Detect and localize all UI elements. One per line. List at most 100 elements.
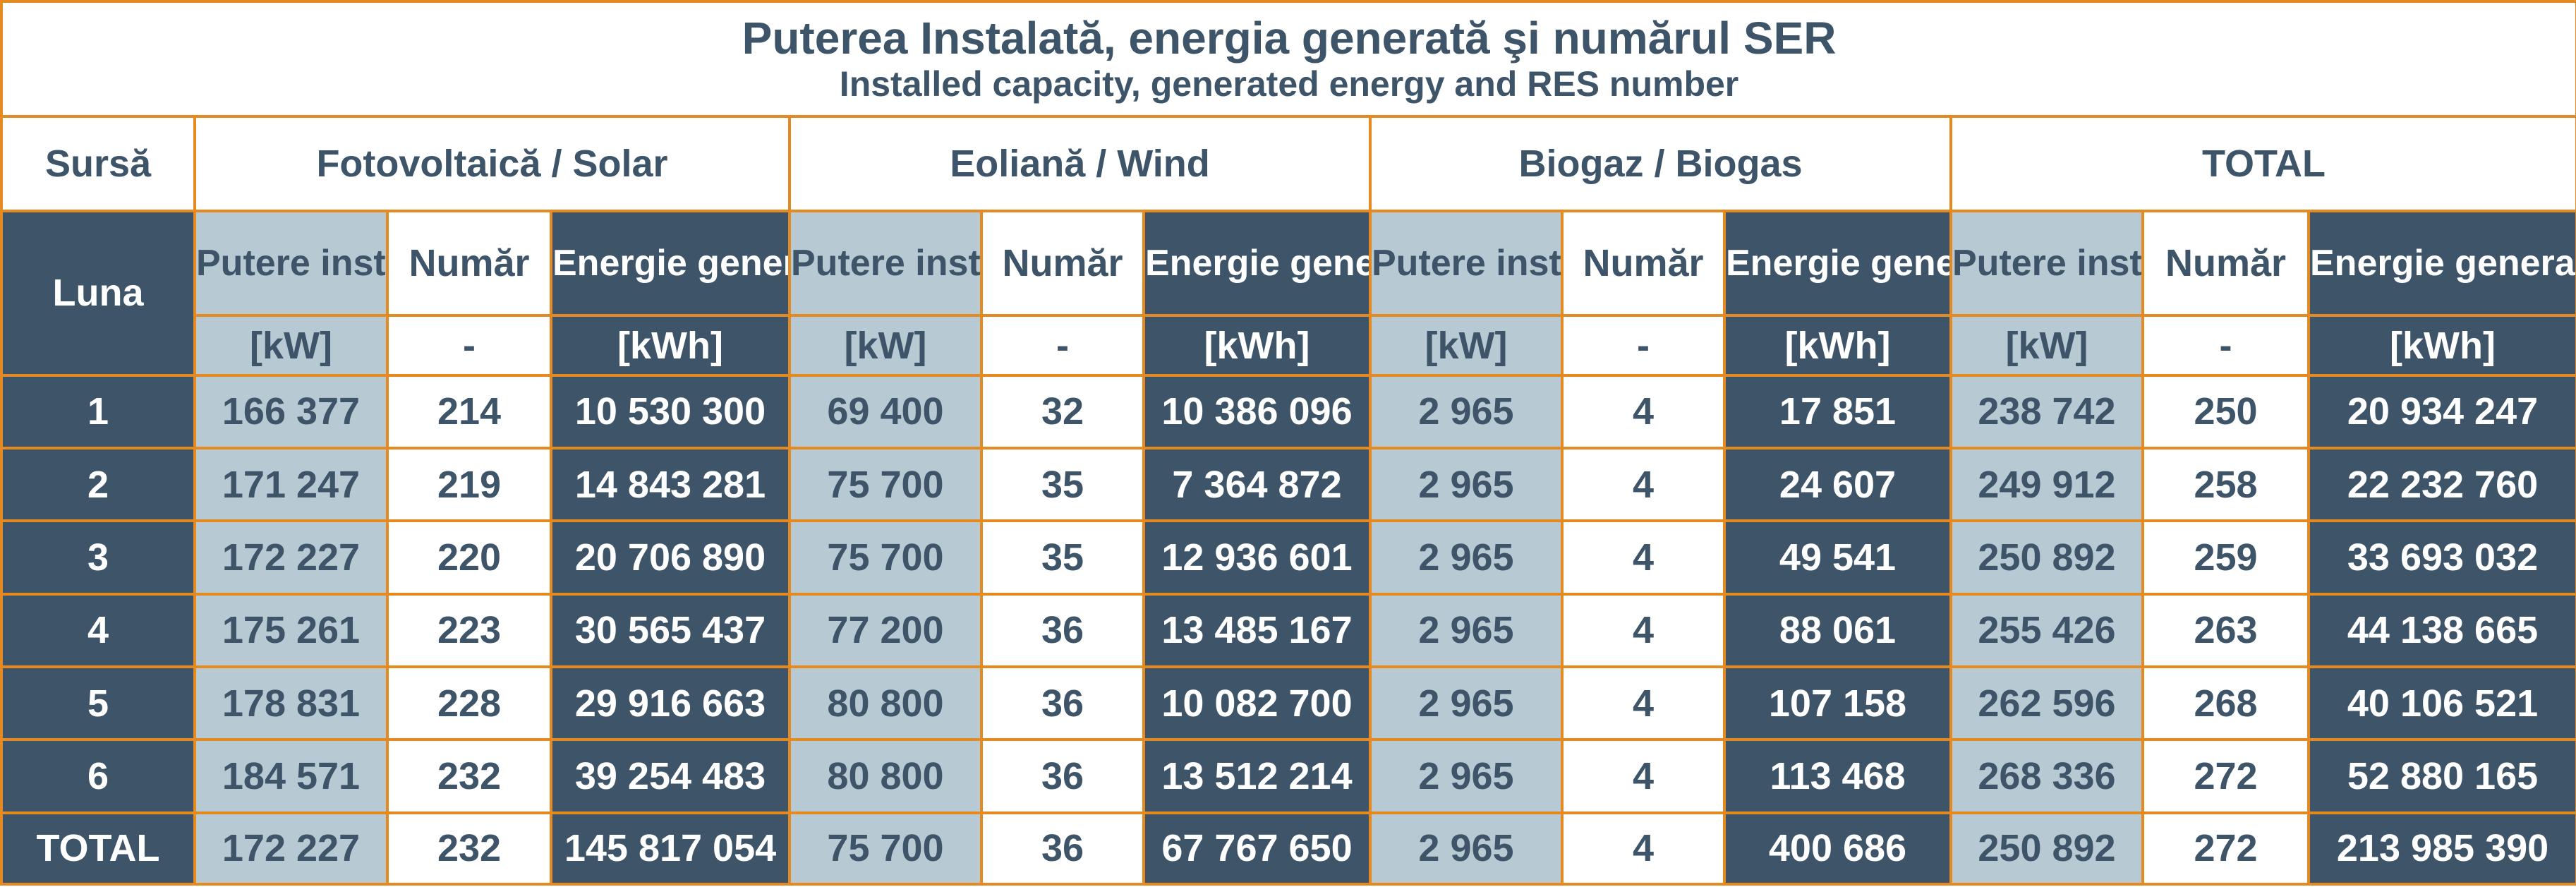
col-header-power: Putere instalată	[788, 209, 983, 318]
col-header-energy: Energie generată	[550, 209, 791, 318]
wind-energy-cell: 7 364 872	[1142, 446, 1372, 523]
total-number-cell: 272	[2141, 811, 2310, 886]
total-power-cell: 262 596	[1949, 665, 2144, 742]
total-energy-cell: 33 693 032	[2306, 519, 2576, 596]
wind-power-cell: 75 700	[788, 446, 983, 523]
total-number-cell: 258	[2141, 446, 2310, 523]
biogas-number-cell: 4	[1561, 519, 1726, 596]
unit-energy: [kWh]	[1723, 314, 1952, 377]
biogas-power-cell: 2 965	[1369, 665, 1564, 742]
wind-energy-cell: 67 767 650	[1142, 811, 1372, 886]
total-number-cell: 268	[2141, 665, 2310, 742]
solar-energy-cell: 14 843 281	[550, 446, 791, 523]
biogas-energy-cell: 49 541	[1723, 519, 1952, 596]
col-header-energy: Energie generată	[1142, 209, 1372, 318]
col-header-energy: Energie generată	[2306, 209, 2576, 318]
biogas-power-cell: 2 965	[1369, 592, 1564, 668]
month-cell: 5	[0, 665, 196, 742]
month-cell: 6	[0, 738, 196, 814]
group-header-total: TOTAL	[1949, 114, 2576, 212]
unit-number: -	[386, 314, 552, 377]
column-header-row: Luna Putere instalată Număr Energie gene…	[0, 209, 2576, 377]
total-energy-cell: 22 232 760	[2306, 446, 2576, 523]
total-power-cell: 238 742	[1949, 373, 2144, 450]
table-row: 1 166 377 214 10 530 300 69 400 32 10 386 096 2…	[0, 373, 2576, 450]
solar-power-cell: 172 227	[193, 811, 389, 886]
wind-power-cell: 75 700	[788, 519, 983, 596]
solar-number-cell: 232	[386, 738, 552, 814]
total-energy-cell: 213 985 390	[2306, 811, 2576, 886]
wind-energy-cell: 13 512 214	[1142, 738, 1372, 814]
wind-power-cell: 80 800	[788, 738, 983, 814]
table-row: 3 172 227 220 20 706 890 75 700 35 12 936 601 2…	[0, 519, 2576, 596]
total-power-cell: 250 892	[1949, 519, 2144, 596]
biogas-number-cell: 4	[1561, 738, 1726, 814]
wind-energy-cell: 13 485 167	[1142, 592, 1372, 668]
month-cell: 1	[0, 373, 196, 450]
title-romanian: Puterea Instalată, energia generată şi n…	[742, 12, 1837, 64]
solar-energy-cell: 20 706 890	[550, 519, 791, 596]
wind-power-cell: 77 200	[788, 592, 983, 668]
biogas-power-cell: 2 965	[1369, 373, 1564, 450]
wind-number-cell: 36	[980, 665, 1145, 742]
table-row: 5 178 831 228 29 916 663 80 800 36 10 082 700 2…	[0, 665, 2576, 742]
biogas-number-cell: 4	[1561, 665, 1726, 742]
solar-number-cell: 220	[386, 519, 552, 596]
table-row: 2 171 247 219 14 843 281 75 700 35 7 364 872 2 …	[0, 446, 2576, 523]
biogas-power-cell: 2 965	[1369, 811, 1564, 886]
title-row: Puterea Instalată, energia generată şi n…	[0, 0, 2576, 118]
total-number-cell: 259	[2141, 519, 2310, 596]
unit-energy: [kWh]	[2306, 314, 2576, 377]
col-header-power: Putere instalată	[193, 209, 389, 318]
solar-power-cell: 171 247	[193, 446, 389, 523]
col-header-number: Număr	[980, 209, 1145, 318]
wind-power-cell: 75 700	[788, 811, 983, 886]
month-cell: 4	[0, 592, 196, 668]
col-header-power: Putere instalată	[1949, 209, 2144, 318]
unit-number: -	[2141, 314, 2310, 377]
biogas-number-cell: 4	[1561, 373, 1726, 450]
biogas-energy-cell: 24 607	[1723, 446, 1952, 523]
wind-power-cell: 69 400	[788, 373, 983, 450]
unit-power: [kW]	[1949, 314, 2144, 377]
total-power-cell: 255 426	[1949, 592, 2144, 668]
month-cell: 2	[0, 446, 196, 523]
total-power-cell: 250 892	[1949, 811, 2144, 886]
month-header: Luna	[0, 209, 196, 377]
unit-number: -	[1561, 314, 1726, 377]
solar-energy-cell: 39 254 483	[550, 738, 791, 814]
solar-number-cell: 228	[386, 665, 552, 742]
table-row: 6 184 571 232 39 254 483 80 800 36 13 512 214 2…	[0, 738, 2576, 814]
solar-number-cell: 223	[386, 592, 552, 668]
wind-number-cell: 35	[980, 446, 1145, 523]
solar-energy-cell: 30 565 437	[550, 592, 791, 668]
total-number-cell: 263	[2141, 592, 2310, 668]
col-header-number: Număr	[2141, 209, 2310, 318]
biogas-number-cell: 4	[1561, 811, 1726, 886]
col-header-number: Număr	[386, 209, 552, 318]
total-number-cell: 250	[2141, 373, 2310, 450]
wind-number-cell: 36	[980, 592, 1145, 668]
unit-row: [kW] - [kWh] [kW] - [kWh] [kW] - [kWh] […	[1, 314, 2576, 377]
solar-energy-cell: 29 916 663	[550, 665, 791, 742]
biogas-power-cell: 2 965	[1369, 446, 1564, 523]
total-row: TOTAL 172 227 232 145 817 054 75 700 36 67 767…	[0, 811, 2576, 886]
solar-energy-cell: 145 817 054	[550, 811, 791, 886]
total-energy-cell: 20 934 247	[2306, 373, 2576, 450]
month-cell: TOTAL	[0, 811, 196, 886]
wind-number-cell: 36	[980, 811, 1145, 886]
biogas-energy-cell: 107 158	[1723, 665, 1952, 742]
biogas-number-cell: 4	[1561, 592, 1726, 668]
unit-energy: [kWh]	[1142, 314, 1372, 377]
group-header-solar: Fotovoltaică / Solar	[193, 114, 791, 212]
group-header-biogas: Biogaz / Biogas	[1369, 114, 1952, 212]
group-header-row: Sursă Fotovoltaică / Solar Eoliană / Win…	[0, 114, 2576, 212]
wind-number-cell: 32	[980, 373, 1145, 450]
solar-number-cell: 214	[386, 373, 552, 450]
biogas-energy-cell: 400 686	[1723, 811, 1952, 886]
biogas-energy-cell: 88 061	[1723, 592, 1952, 668]
solar-power-cell: 178 831	[193, 665, 389, 742]
solar-energy-cell: 10 530 300	[550, 373, 791, 450]
wind-energy-cell: 10 082 700	[1142, 665, 1372, 742]
